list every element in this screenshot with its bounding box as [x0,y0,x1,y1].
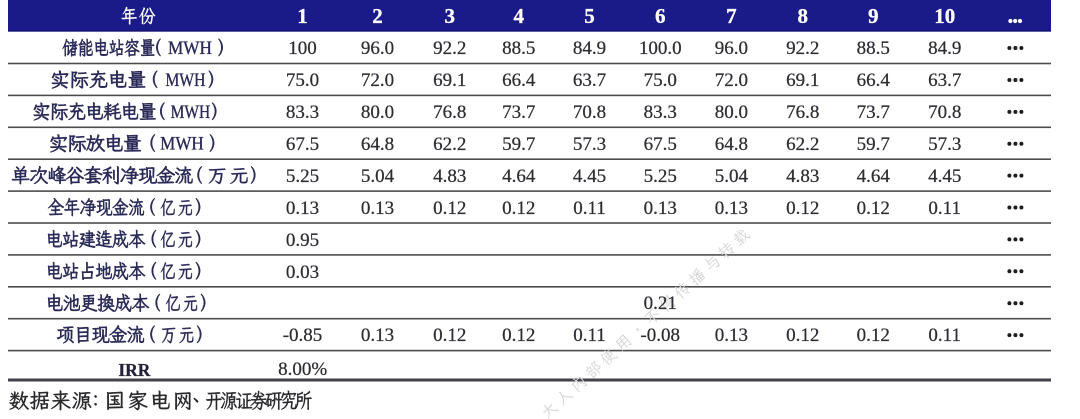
svg-text:MWH: MWH [160,135,204,155]
svg-text:MWH: MWH [168,39,212,59]
svg-text:MWH: MWH [165,71,205,91]
svg-text:MWH: MWH [171,103,211,123]
